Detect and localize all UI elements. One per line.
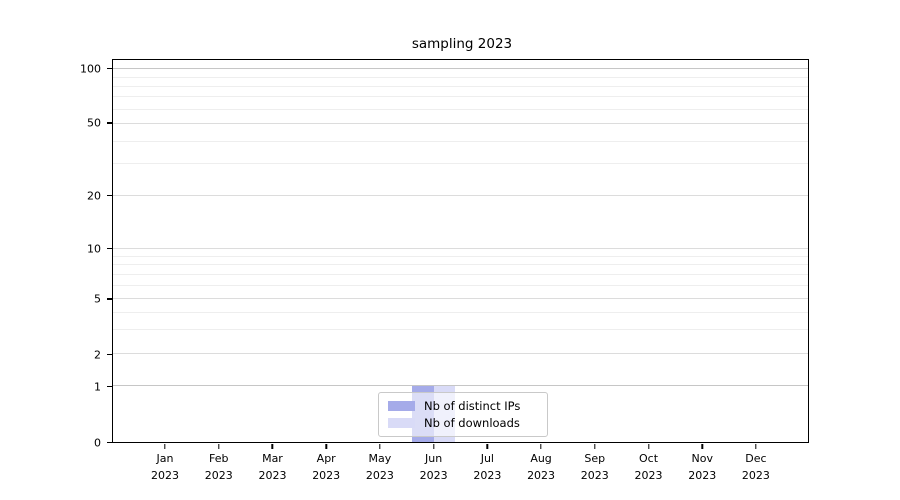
legend-item: Nb of distinct IPs [388,399,538,413]
x-tick-label-jul: Jul 2023 [473,452,502,482]
y-tick-mark-10 [107,248,112,250]
gridline-minor-y-4 [113,311,808,313]
x-tick-label-sep: Sep 2023 [580,452,609,482]
gridline-minor-y-9 [113,255,808,257]
x-tick-mark-11 [755,444,757,449]
x-tick-label-feb: Feb 2023 [204,452,233,482]
legend: Nb of distinct IPs Nb of downloads [378,392,548,437]
y-tick-label-50: 50 [87,116,101,130]
x-tick-mark-1 [218,444,220,449]
legend-label: Nb of distinct IPs [424,399,521,413]
y-tick-mark-0 [107,442,112,444]
plot-area [112,59,809,443]
y-tick-label-0: 0 [94,436,101,450]
x-tick-label-nov: Nov 2023 [688,452,717,482]
x-tick-mark-4 [379,444,381,449]
x-tick-mark-6 [486,444,489,449]
gridline-y-2 [113,353,808,354]
gridline-minor-y-8 [113,263,808,265]
y-tick-label-10: 10 [87,242,101,256]
gridline-y-50 [113,123,808,124]
gridline-minor-y-60 [113,108,808,110]
gridline-y-1 [113,385,808,386]
x-tick-label-mar: Mar 2023 [258,452,287,482]
x-tick-label-jan: Jan 2023 [151,452,180,482]
gridline-minor-y-6 [113,285,808,286]
x-tick-label-oct: Oct 2023 [634,452,663,482]
gridline-y-5 [113,298,808,300]
y-tick-mark-5 [107,298,112,300]
gridline-minor-y-7 [113,274,808,275]
gridline-y-100 [113,68,808,70]
legend-swatch [388,401,415,411]
y-tick-mark-100 [107,67,112,69]
x-tick-label-apr: Apr 2023 [312,452,341,482]
x-tick-mark-8 [594,444,596,449]
x-tick-mark-9 [647,444,650,449]
y-tick-label-1: 1 [94,380,101,394]
gridline-minor-y-80 [113,85,808,87]
x-tick-mark-7 [540,444,542,449]
gridline-minor-y-30 [113,163,808,165]
gridline-minor-y-70 [113,96,808,98]
y-tick-label-5: 5 [94,292,101,306]
y-tick-mark-50 [107,122,112,124]
x-tick-label-aug: Aug 2023 [527,452,556,482]
legend-item: Nb of downloads [388,416,538,430]
x-tick-label-may: May 2023 [365,452,394,482]
x-tick-label-dec: Dec 2023 [741,452,770,482]
legend-swatch [388,418,415,428]
y-tick-label-2: 2 [94,348,101,362]
x-tick-mark-3 [325,444,327,449]
y-tick-label-20: 20 [87,189,101,203]
y-tick-mark-20 [107,194,112,197]
legend-label: Nb of downloads [424,416,520,430]
gridline-y-10 [113,248,808,250]
x-tick-label-jun: Jun 2023 [419,452,448,482]
y-axis: 0 1 2 5 10 20 50 100 [0,59,112,450]
gridline-y-20 [113,195,808,196]
x-axis: Jan 2023 Feb 2023 Mar 2023 Apr 2023 May 2023… [112,443,809,493]
x-tick-mark-2 [271,444,274,449]
x-tick-mark-10 [701,444,703,449]
gridline-minor-y-3 [113,329,808,330]
chart-title: sampling 2023 [411,36,513,52]
x-tick-mark-0 [164,444,166,449]
gridline-minor-y-90 [113,76,808,78]
y-tick-label-100: 100 [80,62,101,76]
gridline-minor-y-40 [113,140,808,142]
y-tick-mark-1 [107,385,112,388]
y-tick-mark-2 [107,353,112,355]
x-tick-mark-5 [432,444,435,449]
